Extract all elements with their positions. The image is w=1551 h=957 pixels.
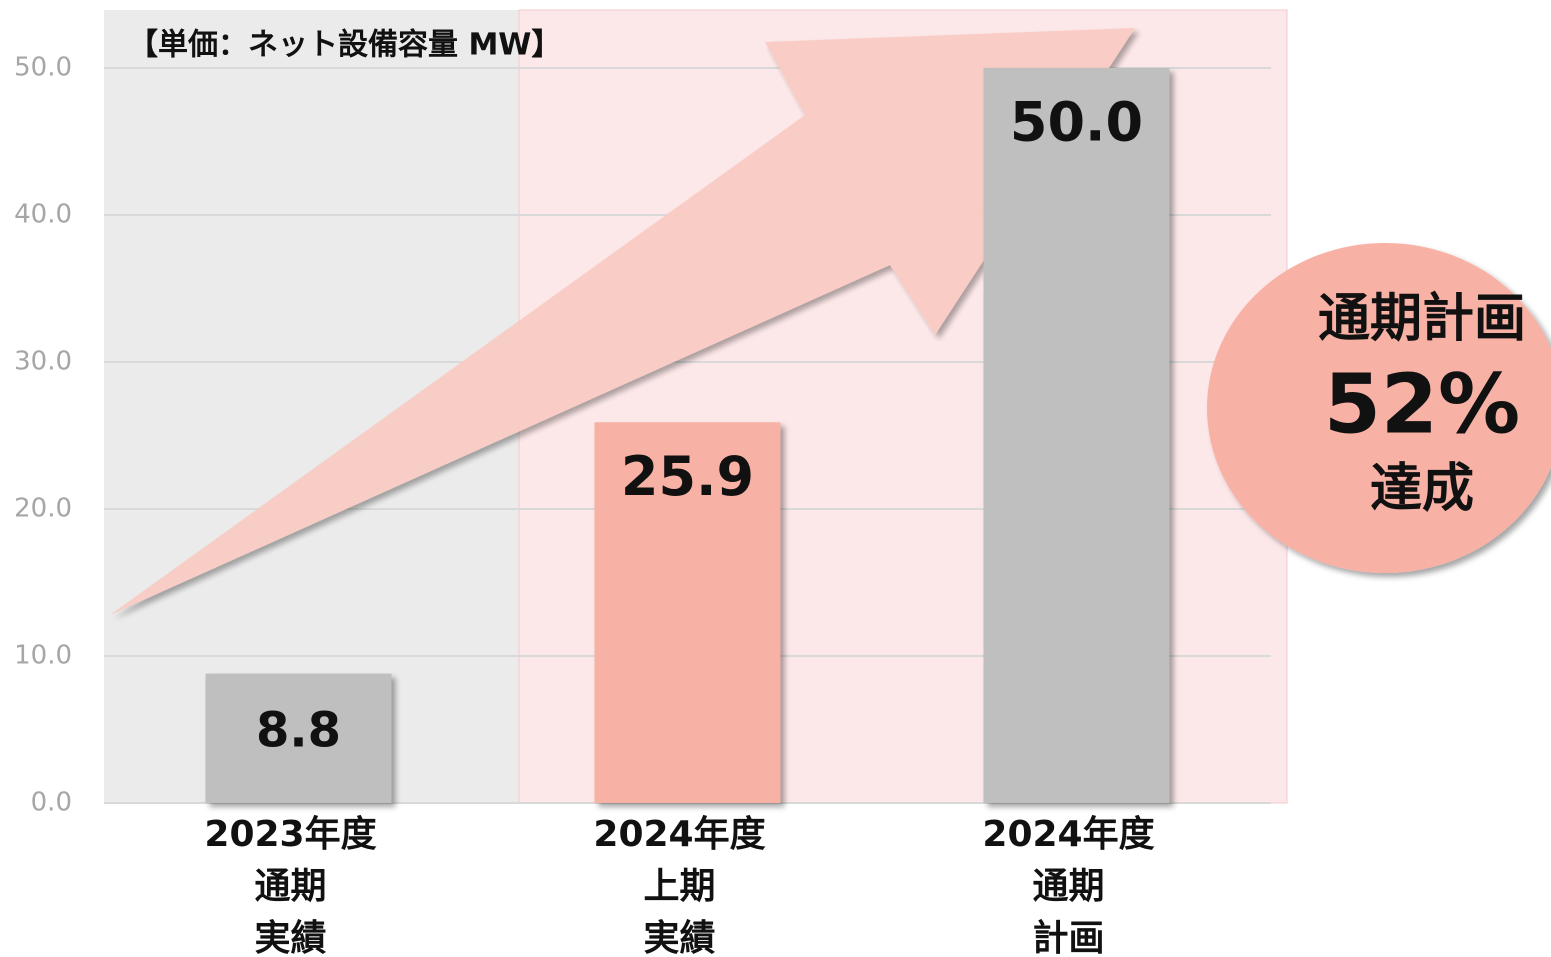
- annotation-text: 52%: [1324, 357, 1520, 452]
- x-tick-label: 2024年度: [982, 814, 1154, 855]
- x-tick-label: 実績: [643, 918, 715, 957]
- y-tick-label: 50.0: [14, 53, 72, 83]
- y-tick-label: 30.0: [14, 347, 72, 377]
- annotation-bubble: [1207, 243, 1551, 573]
- data-label: 8.8: [256, 703, 341, 759]
- annotation-text: 通期計画: [1318, 289, 1526, 349]
- bar: [594, 422, 781, 803]
- annotation-text: 達成: [1370, 459, 1474, 519]
- bar: [205, 673, 392, 803]
- y-tick-label: 40.0: [14, 200, 72, 230]
- x-tick-label: 通期: [254, 866, 326, 907]
- x-tick-label: 通期: [1032, 866, 1104, 907]
- x-tick-label: 実績: [254, 918, 326, 957]
- data-label: 25.9: [621, 445, 754, 508]
- x-tick-label: 2023年度: [204, 814, 376, 855]
- data-label: 50.0: [1010, 91, 1143, 154]
- bar: [983, 68, 1170, 803]
- chart-title: 【単価：ネット設備容量 MW】: [128, 28, 561, 63]
- x-tick-label: 上期: [643, 866, 715, 907]
- y-tick-label: 0.0: [31, 788, 72, 818]
- x-tick-label: 2024年度: [593, 814, 765, 855]
- y-tick-label: 10.0: [14, 641, 72, 671]
- y-tick-label: 20.0: [14, 494, 72, 524]
- arrow: [110, 28, 1135, 615]
- x-tick-label: 計画: [1032, 918, 1104, 957]
